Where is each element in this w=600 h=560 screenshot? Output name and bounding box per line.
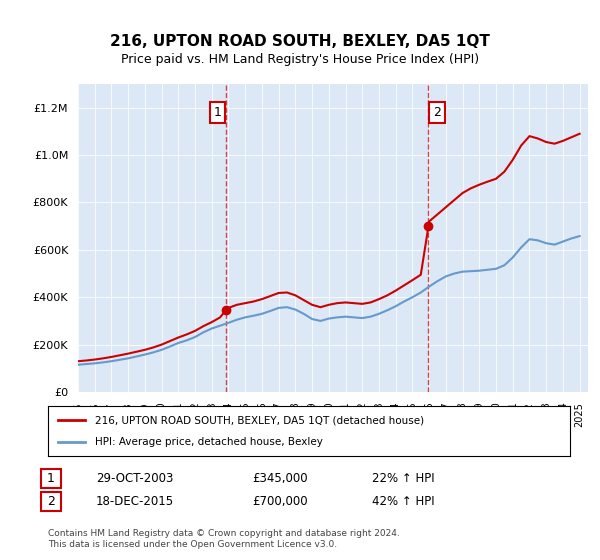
Text: 42% ↑ HPI: 42% ↑ HPI xyxy=(372,494,434,508)
Text: 22% ↑ HPI: 22% ↑ HPI xyxy=(372,472,434,486)
Text: 18-DEC-2015: 18-DEC-2015 xyxy=(96,494,174,508)
Text: Contains HM Land Registry data © Crown copyright and database right 2024.
This d: Contains HM Land Registry data © Crown c… xyxy=(48,529,400,549)
Text: 216, UPTON ROAD SOUTH, BEXLEY, DA5 1QT: 216, UPTON ROAD SOUTH, BEXLEY, DA5 1QT xyxy=(110,34,490,49)
Text: Price paid vs. HM Land Registry's House Price Index (HPI): Price paid vs. HM Land Registry's House … xyxy=(121,53,479,66)
Text: 2: 2 xyxy=(47,494,55,508)
Text: £345,000: £345,000 xyxy=(252,472,308,486)
Text: £700,000: £700,000 xyxy=(252,494,308,508)
Text: 1: 1 xyxy=(214,106,221,119)
Text: 2: 2 xyxy=(433,106,441,119)
Text: 216, UPTON ROAD SOUTH, BEXLEY, DA5 1QT (detached house): 216, UPTON ROAD SOUTH, BEXLEY, DA5 1QT (… xyxy=(95,415,424,425)
Text: 29-OCT-2003: 29-OCT-2003 xyxy=(96,472,173,486)
Text: 1: 1 xyxy=(47,472,55,486)
Text: HPI: Average price, detached house, Bexley: HPI: Average price, detached house, Bexl… xyxy=(95,437,323,447)
